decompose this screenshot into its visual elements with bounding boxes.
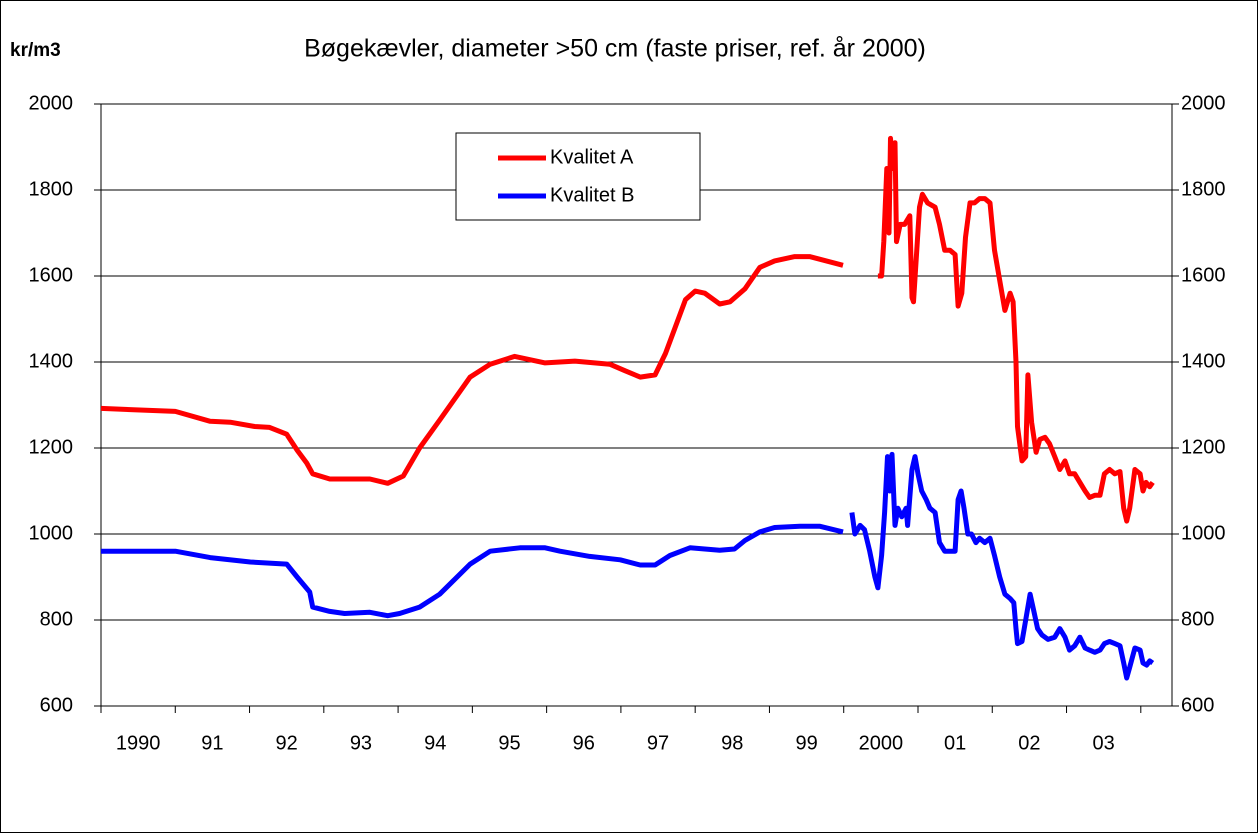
y2-tick-label: 1400: [1181, 350, 1226, 372]
x-tick-label: 98: [721, 732, 743, 754]
chart-title: Bøgekævler, diameter >50 cm (faste prise…: [304, 35, 926, 63]
x-tick-label: 03: [1093, 732, 1115, 754]
y2-tick-label: 600: [1181, 694, 1214, 716]
y-tick-label: 1800: [29, 178, 74, 200]
x-tick-label: 92: [276, 732, 298, 754]
x-tick-label: 97: [647, 732, 669, 754]
x-tick-label: 1990: [116, 732, 161, 754]
y2-tick-label: 800: [1181, 608, 1214, 630]
legend-label: Kvalitet A: [550, 146, 634, 168]
legend-label: Kvalitet B: [550, 184, 634, 206]
x-tick-label: 2000: [859, 732, 904, 754]
x-tick-label: 01: [944, 732, 966, 754]
y-tick-label: 1400: [29, 350, 74, 372]
x-tick-label: 94: [424, 732, 446, 754]
y2-tick-label: 2000: [1181, 92, 1226, 114]
y-tick-label: 1600: [29, 264, 74, 286]
series-line: [101, 451, 1155, 681]
x-tick-label: 93: [350, 732, 372, 754]
y-tick-label: 600: [40, 694, 73, 716]
y2-tick-label: 1600: [1181, 264, 1226, 286]
legend-box: [455, 132, 701, 221]
x-tick-label: 99: [795, 732, 817, 754]
x-tick-label: 96: [573, 732, 595, 754]
y2-tick-label: 1000: [1181, 522, 1226, 544]
series-line: [100, 135, 1155, 524]
x-tick-label: 02: [1018, 732, 1040, 754]
x-tick-label: 91: [201, 732, 223, 754]
x-tick-label: 95: [498, 732, 520, 754]
y-tick-label: 1000: [29, 522, 74, 544]
y-tick-label: 2000: [29, 92, 74, 114]
y-axis-label: kr/m3: [10, 40, 61, 61]
y-tick-label: 1200: [29, 436, 74, 458]
y2-tick-label: 1800: [1181, 178, 1226, 200]
y2-tick-label: 1200: [1181, 436, 1226, 458]
y-tick-label: 800: [40, 608, 73, 630]
